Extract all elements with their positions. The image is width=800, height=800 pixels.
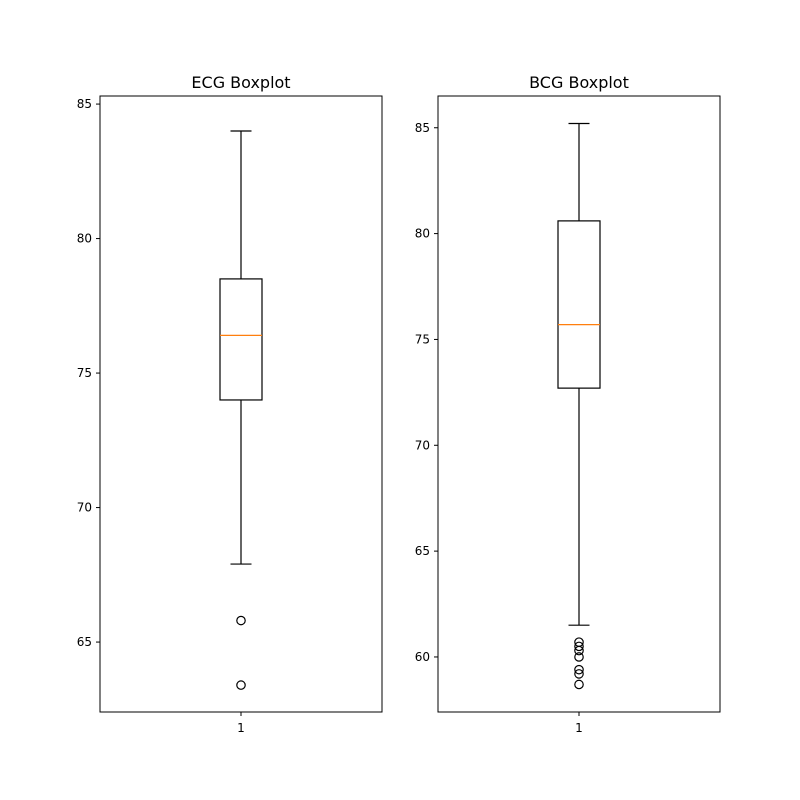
ecg-boxplot-panel: ECG Boxplot 65 70 75 80 85 1 <box>77 73 383 735</box>
y-tick-label: 70 <box>415 438 430 452</box>
y-tick-label: 75 <box>415 332 430 346</box>
y-tick-label: 80 <box>77 232 92 246</box>
axes-frame <box>437 95 721 713</box>
y-tick-label: 85 <box>77 97 92 111</box>
outlier-point <box>236 680 246 690</box>
outlier-point <box>574 652 584 662</box>
outlier-point <box>574 679 584 690</box>
y-tick-label: 65 <box>415 544 430 558</box>
chart-title: BCG Boxplot <box>529 73 629 92</box>
outlier-point <box>574 669 584 679</box>
bcg-boxplot-panel: BCG Boxplot 60 65 70 75 80 85 1 <box>415 73 721 735</box>
outlier-point <box>574 645 584 656</box>
x-tick-label: 1 <box>237 721 245 735</box>
outlier-point <box>574 664 584 675</box>
chart-title: ECG Boxplot <box>191 73 290 92</box>
y-tick-label: 70 <box>77 501 92 515</box>
y-tick-label: 60 <box>415 650 430 664</box>
outlier-point <box>236 615 246 626</box>
iqr-box <box>219 278 263 401</box>
iqr-box <box>557 220 601 389</box>
y-tick-label: 85 <box>415 121 430 135</box>
outlier-point <box>574 641 584 652</box>
axes-frame <box>99 95 383 713</box>
y-tick-label: 80 <box>415 227 430 241</box>
x-tick-label: 1 <box>575 721 583 735</box>
y-tick-label: 65 <box>77 635 92 649</box>
y-tick-label: 75 <box>77 366 92 380</box>
